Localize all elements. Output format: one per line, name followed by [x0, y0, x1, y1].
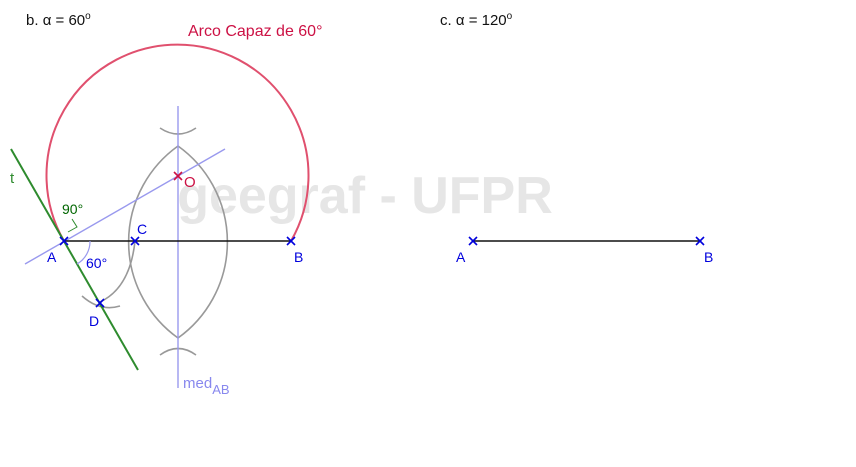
- point-b-marker: [286, 236, 296, 246]
- alpha-symbol-c: α: [455, 12, 465, 29]
- construction-arc-c-d: [99, 240, 136, 303]
- point-a-marker: [59, 236, 69, 246]
- mediatrix-label-main: med: [183, 375, 212, 392]
- alpha-symbol-b: α: [42, 12, 52, 29]
- point-b-c-marker: [695, 236, 705, 246]
- section-c-heading: c. α = 120o: [440, 11, 512, 29]
- point-b-c-label: B: [704, 249, 713, 265]
- angle-90-label: 90°: [62, 201, 83, 217]
- section-c-letter: c.: [440, 12, 452, 29]
- angle-60-label: 60°: [86, 255, 107, 271]
- point-b-label: B: [294, 249, 303, 265]
- section-c-value: = 120: [468, 12, 507, 29]
- point-d-label: D: [89, 313, 99, 329]
- line-a-o: [24, 148, 226, 265]
- angle-60-arc: [76, 240, 91, 265]
- degree-sign-b: o: [85, 11, 91, 22]
- point-d-marker: [95, 298, 105, 308]
- mediatrix-arc-left: [127, 145, 179, 339]
- point-c-label: C: [137, 221, 147, 237]
- mediatrix-label-subscript: AB: [212, 382, 229, 397]
- arc-capaz: [45, 43, 310, 242]
- point-o-marker: [173, 171, 183, 181]
- tangent-label: t: [10, 170, 15, 187]
- degree-sign-c: o: [506, 11, 513, 22]
- watermark-text: geegraf - UFPR: [177, 167, 553, 225]
- mediatrix-label: medAB: [183, 375, 230, 397]
- section-b-heading: b. α = 60o: [26, 11, 91, 29]
- section-b-letter: b.: [26, 12, 39, 29]
- arc-capaz-title: Arco Capaz de 60°: [188, 23, 322, 40]
- tangent-line-t: [10, 148, 139, 371]
- point-a-c-label: A: [456, 249, 466, 265]
- point-c-marker: [130, 236, 140, 246]
- section-b-value: = 60: [55, 12, 86, 29]
- point-a-c-marker: [468, 236, 478, 246]
- point-o-label: O: [184, 174, 196, 191]
- point-a-label: A: [47, 249, 57, 265]
- mediatrix-arc-right: [177, 145, 229, 339]
- right-angle-marker: [67, 218, 78, 233]
